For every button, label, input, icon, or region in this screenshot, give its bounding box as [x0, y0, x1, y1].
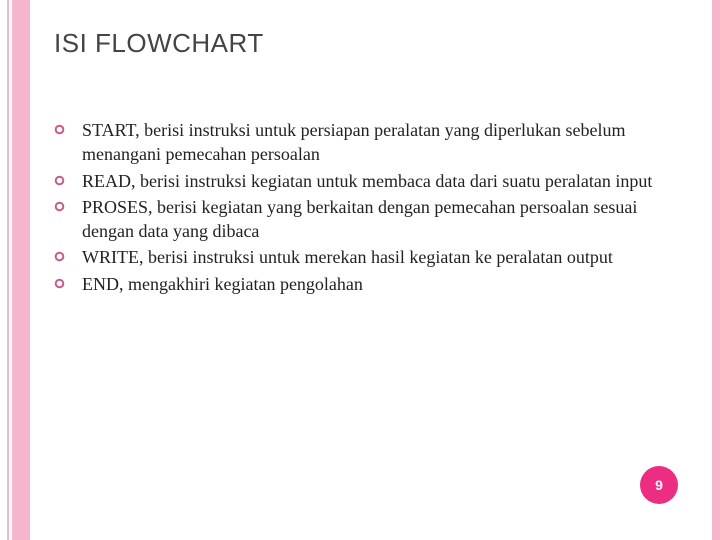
list-item: START, berisi instruksi untuk persiapan … — [54, 118, 674, 167]
decorative-bar-right — [712, 0, 720, 540]
bullet-ring-icon — [54, 124, 65, 135]
slide-title: ISI FLOWCHART — [54, 28, 264, 59]
list-item: WRITE, berisi instruksi untuk merekan ha… — [54, 245, 674, 269]
bullet-ring-icon — [54, 278, 65, 289]
list-item-text: READ, berisi instruksi kegiatan untuk me… — [82, 171, 652, 191]
page-number-badge: 9 — [640, 466, 678, 504]
list-item-text: WRITE, berisi instruksi untuk merekan ha… — [82, 247, 613, 267]
page-number-text: 9 — [655, 477, 663, 493]
bullet-ring-icon — [54, 201, 65, 212]
list-item: READ, berisi instruksi kegiatan untuk me… — [54, 169, 674, 193]
list-item-text: END, mengakhiri kegiatan pengolahan — [82, 274, 363, 294]
list-item-text: START, berisi instruksi untuk persiapan … — [82, 120, 626, 164]
bullet-ring-icon — [54, 251, 65, 262]
decorative-line-left — [7, 0, 9, 540]
bullet-ring-icon — [54, 175, 65, 186]
decorative-bar-left — [12, 0, 30, 540]
list-item: PROSES, berisi kegiatan yang berkaitan d… — [54, 195, 674, 244]
bullet-list: START, berisi instruksi untuk persiapan … — [54, 118, 674, 296]
list-item-text: PROSES, berisi kegiatan yang berkaitan d… — [82, 197, 637, 241]
list-item: END, mengakhiri kegiatan pengolahan — [54, 272, 674, 296]
content-area: START, berisi instruksi untuk persiapan … — [54, 118, 674, 298]
